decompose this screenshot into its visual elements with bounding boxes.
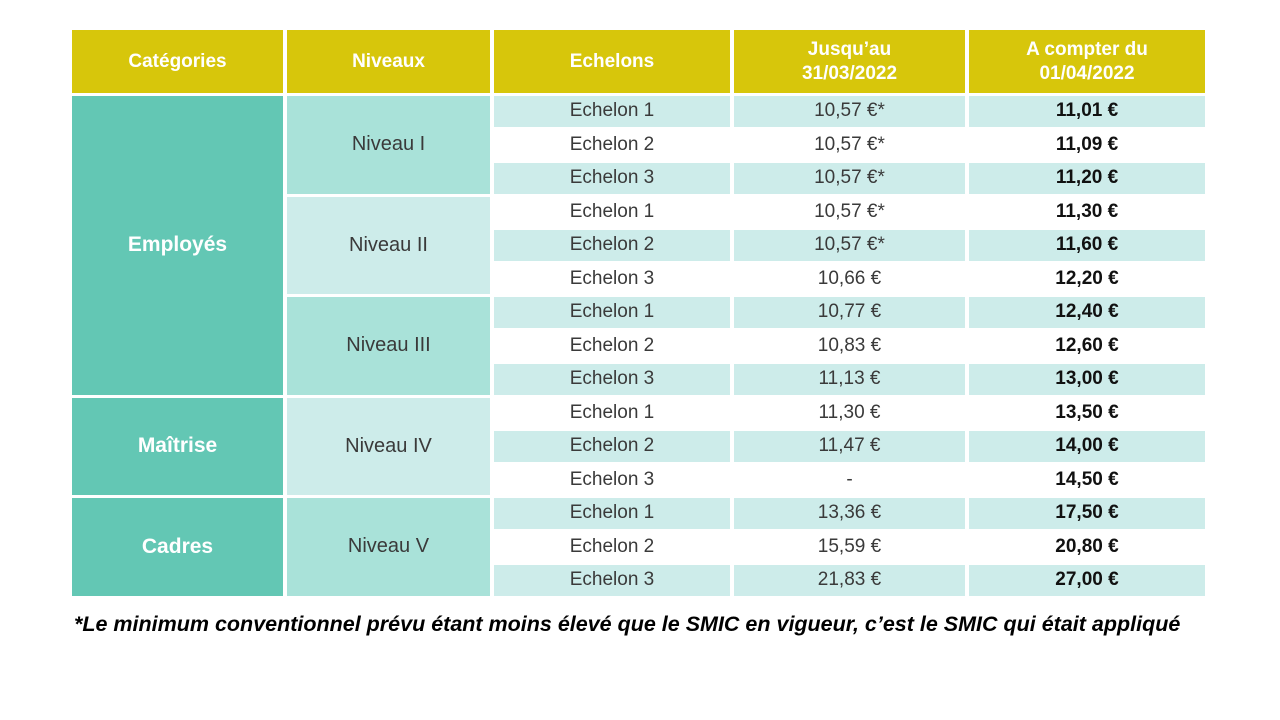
table-row: Maîtrise Niveau IV Echelon 1 11,30 € 13,… bbox=[72, 397, 1205, 495]
echelon-cell: Echelon 1 bbox=[494, 498, 730, 529]
echelon-cell: Echelon 1 bbox=[494, 96, 730, 127]
rate-until-cell: 11,47 € bbox=[734, 431, 965, 462]
column-header-niveaux: Niveaux bbox=[287, 30, 490, 93]
echelon-cell: Echelon 1 bbox=[494, 297, 730, 328]
table-row: Echelon 2 11,47 € 14,00 € bbox=[72, 431, 1205, 462]
table-row: Cadres Niveau V Echelon 1 13,36 € 17,50 … bbox=[72, 498, 1205, 596]
echelon-cell: Echelon 3 bbox=[494, 163, 730, 194]
table-row: Echelon 2 15,59 € 20,80 € bbox=[72, 531, 1205, 562]
rate-until-cell: - bbox=[734, 464, 965, 495]
rate-from-cell: 13,50 € bbox=[969, 397, 1205, 428]
rate-until-cell: 13,36 € bbox=[734, 498, 965, 529]
rate-from-cell: 11,60 € bbox=[969, 230, 1205, 261]
niveau-cell-1: Niveau I bbox=[287, 96, 490, 194]
rate-until-cell: 11,30 € bbox=[734, 397, 965, 428]
footnote: *Le minimum conventionnel prévu étant mo… bbox=[74, 611, 1181, 636]
table-row: Echelon 3 10,57 €* 11,20 € bbox=[72, 163, 1205, 194]
rate-until-cell: 15,59 € bbox=[734, 531, 965, 562]
table-row: Echelon 2 10,57 €* 11,09 € bbox=[72, 129, 1205, 160]
column-header-categories: Catégories bbox=[72, 30, 283, 93]
page: Catégories Niveaux Echelons Jusqu’au 31/… bbox=[0, 27, 1280, 720]
header-row: Catégories Niveaux Echelons Jusqu’au 31/… bbox=[72, 30, 1205, 93]
rate-from-cell: 11,20 € bbox=[969, 163, 1205, 194]
column-header-echelons: Echelons bbox=[494, 30, 730, 93]
rate-until-cell: 10,66 € bbox=[734, 263, 965, 294]
rate-until-cell: 10,77 € bbox=[734, 297, 965, 328]
echelon-cell: Echelon 3 bbox=[494, 464, 730, 495]
table-row: Echelon 3 - 14,50 € bbox=[72, 464, 1205, 495]
rate-from-cell: 11,09 € bbox=[969, 129, 1205, 160]
rate-from-cell: 11,30 € bbox=[969, 196, 1205, 227]
rate-until-cell: 10,57 €* bbox=[734, 196, 965, 227]
echelon-cell: Echelon 1 bbox=[494, 397, 730, 428]
echelon-cell: Echelon 2 bbox=[494, 330, 730, 361]
table-row: Echelon 3 11,13 € 13,00 € bbox=[72, 364, 1205, 395]
rate-from-cell: 12,60 € bbox=[969, 330, 1205, 361]
rate-from-cell: 13,00 € bbox=[969, 364, 1205, 395]
echelon-cell: Echelon 2 bbox=[494, 230, 730, 261]
echelon-cell: Echelon 2 bbox=[494, 129, 730, 160]
table-row: Employés Niveau I Echelon 1 10,57 €* 11,… bbox=[72, 96, 1205, 395]
rate-until-cell: 11,13 € bbox=[734, 364, 965, 395]
category-cell-employes: Employés bbox=[72, 96, 283, 395]
table-row: Niveau II Echelon 1 10,57 €* 11,30 € bbox=[72, 196, 1205, 294]
rate-from-cell: 27,00 € bbox=[969, 565, 1205, 596]
echelon-cell: Echelon 2 bbox=[494, 431, 730, 462]
table-row: Echelon 2 10,57 €* 11,60 € bbox=[72, 230, 1205, 261]
rate-until-cell: 10,57 €* bbox=[734, 163, 965, 194]
rate-until-cell: 21,83 € bbox=[734, 565, 965, 596]
rate-until-cell: 10,57 €* bbox=[734, 96, 965, 127]
niveau-cell-5: Niveau V bbox=[287, 498, 490, 596]
rate-until-cell: 10,57 €* bbox=[734, 129, 965, 160]
niveau-cell-2: Niveau II bbox=[287, 196, 490, 294]
rate-from-cell: 14,00 € bbox=[969, 431, 1205, 462]
rate-until-cell: 10,57 €* bbox=[734, 230, 965, 261]
category-cell-cadres: Cadres bbox=[72, 498, 283, 596]
niveau-cell-3: Niveau III bbox=[287, 297, 490, 395]
echelon-cell: Echelon 1 bbox=[494, 196, 730, 227]
rate-from-cell: 17,50 € bbox=[969, 498, 1205, 529]
echelon-cell: Echelon 3 bbox=[494, 263, 730, 294]
echelon-cell: Echelon 2 bbox=[494, 531, 730, 562]
echelon-cell: Echelon 3 bbox=[494, 565, 730, 596]
rate-from-cell: 12,40 € bbox=[969, 297, 1205, 328]
column-header-from-date: A compter du 01/04/2022 bbox=[969, 30, 1205, 93]
table-row: Echelon 2 10,83 € 12,60 € bbox=[72, 330, 1205, 361]
category-cell-maitrise: Maîtrise bbox=[72, 397, 283, 495]
echelon-cell: Echelon 3 bbox=[494, 364, 730, 395]
rate-from-cell: 12,20 € bbox=[969, 263, 1205, 294]
salary-grid-table: Catégories Niveaux Echelons Jusqu’au 31/… bbox=[68, 27, 1209, 599]
table-row: Echelon 3 10,66 € 12,20 € bbox=[72, 263, 1205, 294]
rate-until-cell: 10,83 € bbox=[734, 330, 965, 361]
rate-from-cell: 14,50 € bbox=[969, 464, 1205, 495]
table-row: Echelon 3 21,83 € 27,00 € bbox=[72, 565, 1205, 596]
rate-from-cell: 11,01 € bbox=[969, 96, 1205, 127]
rate-from-cell: 20,80 € bbox=[969, 531, 1205, 562]
table-row: Niveau III Echelon 1 10,77 € 12,40 € bbox=[72, 297, 1205, 395]
niveau-cell-4: Niveau IV bbox=[287, 397, 490, 495]
column-header-until-date: Jusqu’au 31/03/2022 bbox=[734, 30, 965, 93]
